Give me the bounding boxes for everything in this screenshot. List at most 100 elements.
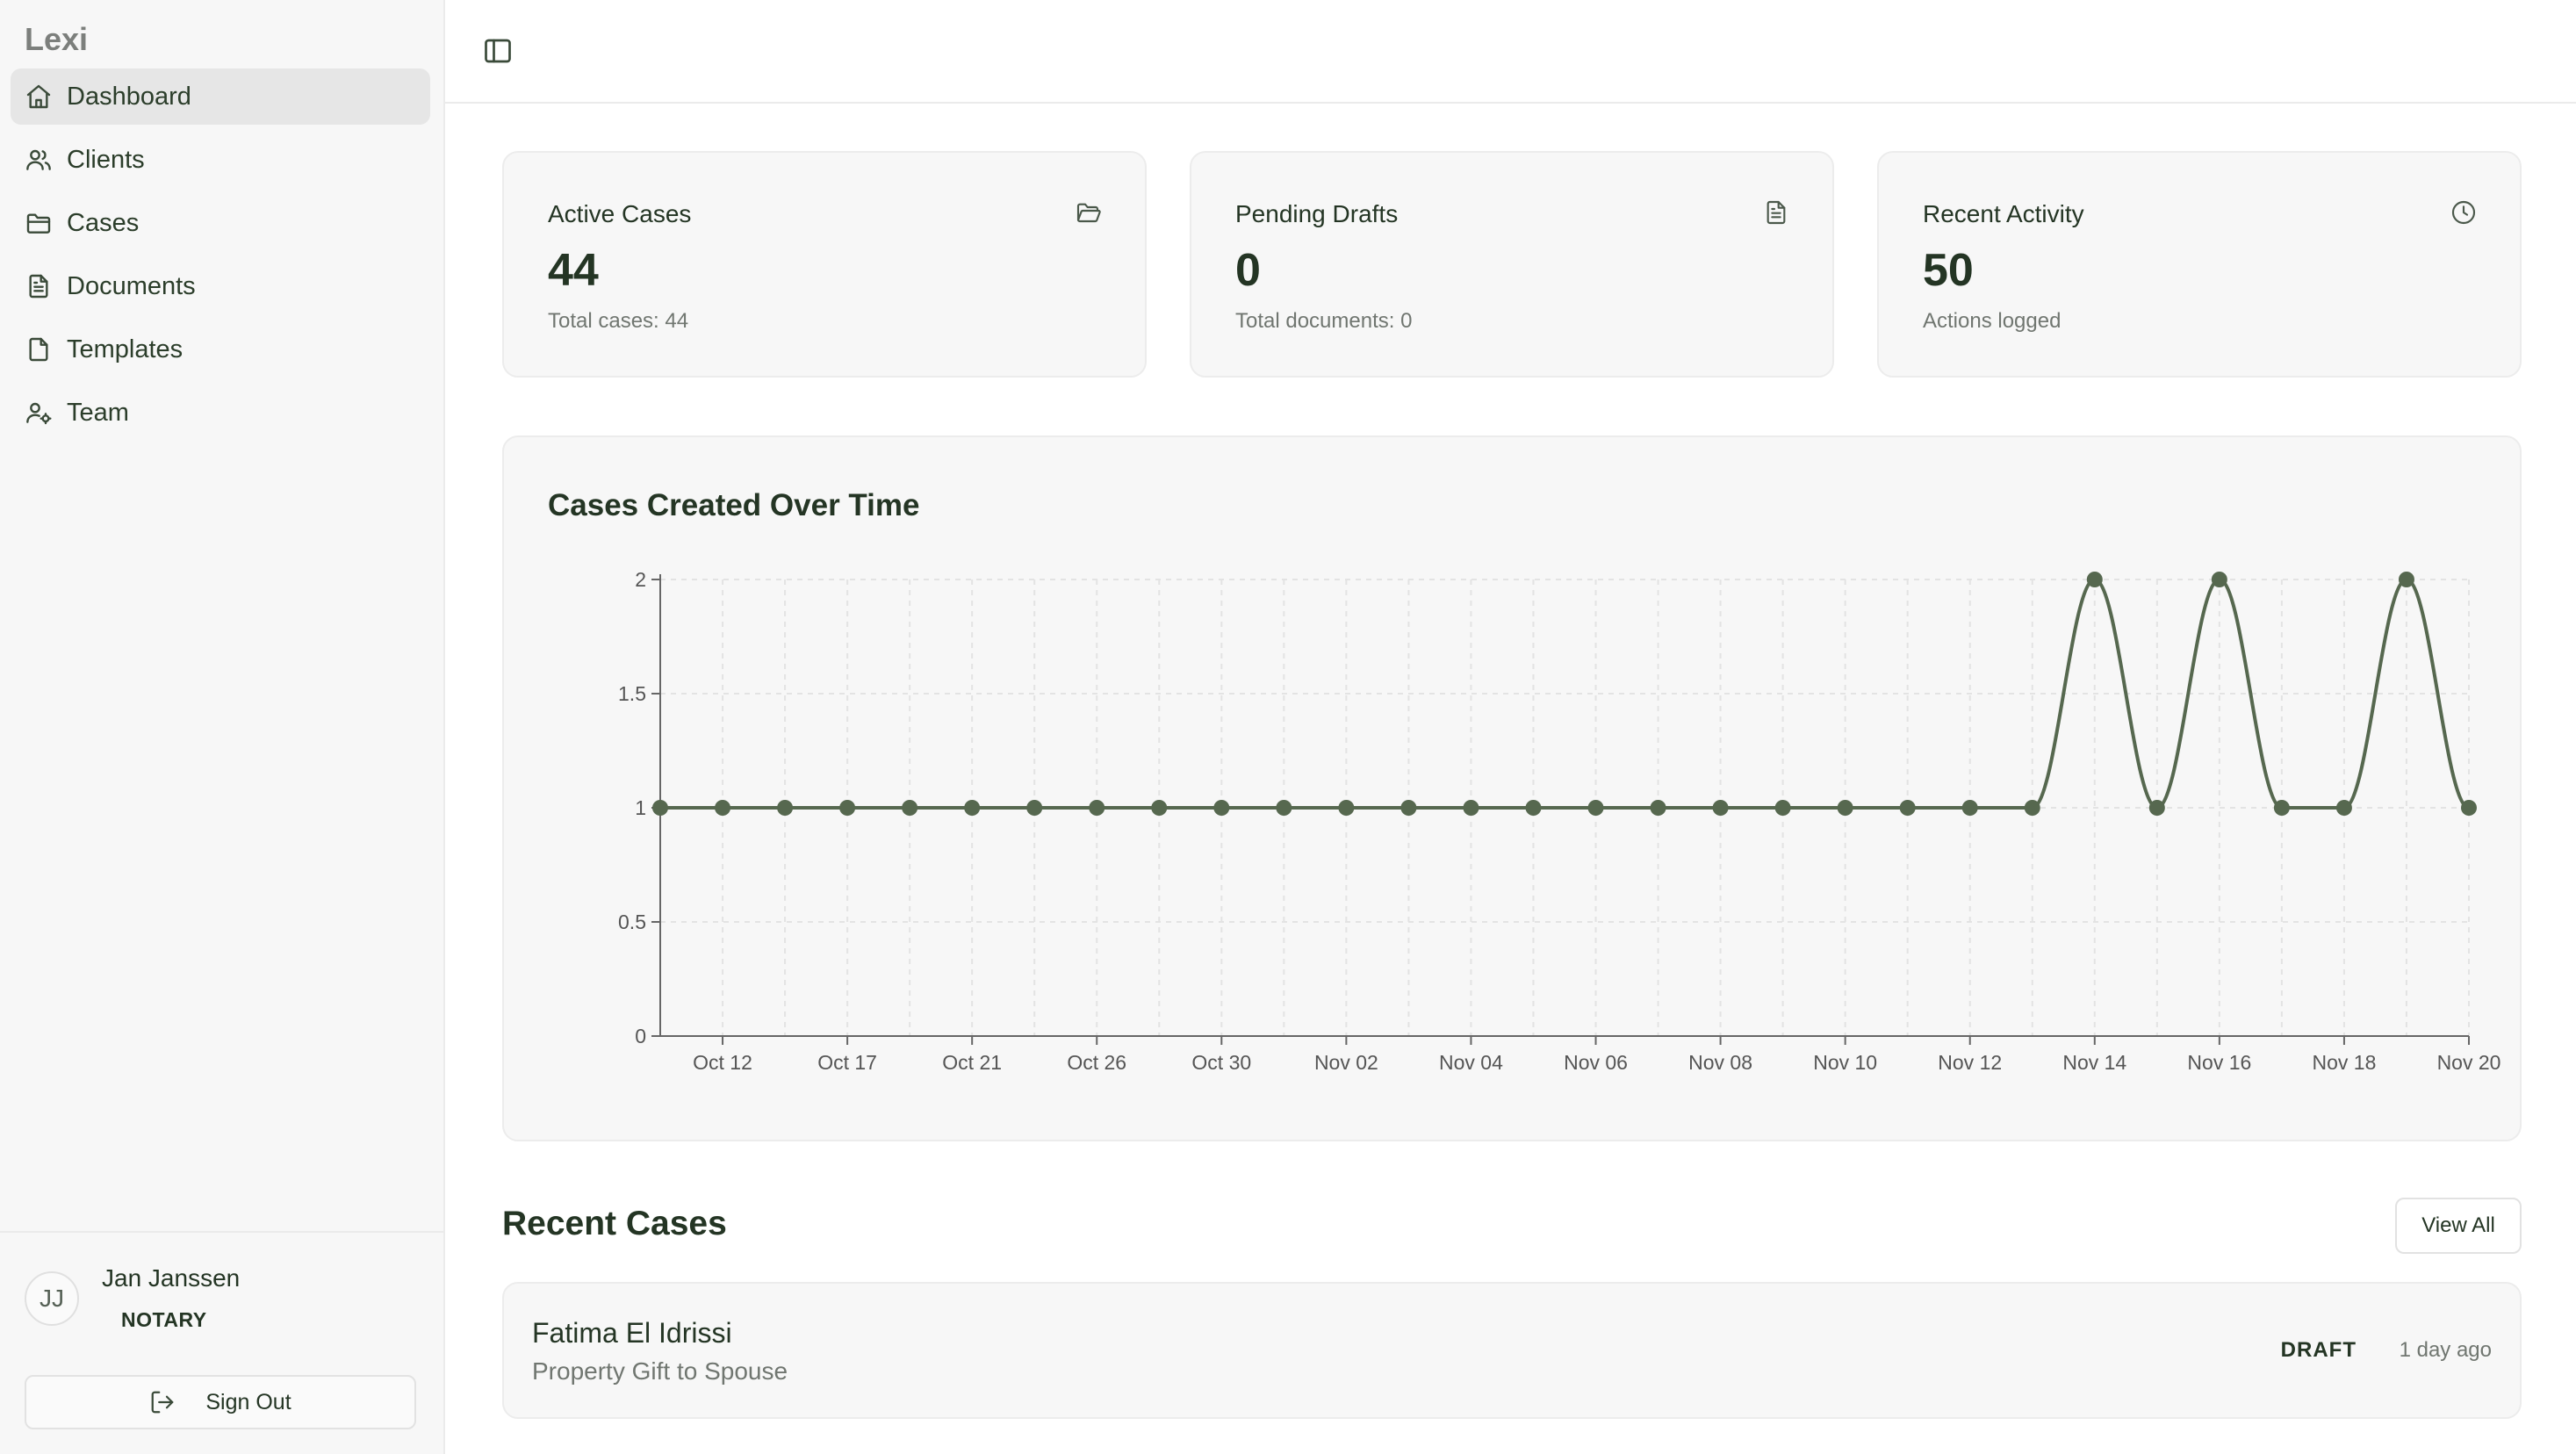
sidebar-item-label: Team <box>67 398 129 427</box>
stat-subtext: Total cases: 44 <box>548 309 689 333</box>
x-tick-label: Nov 02 <box>1314 1051 1378 1074</box>
x-tick-label: Nov 14 <box>2062 1051 2126 1074</box>
document-icon <box>1767 200 1786 225</box>
sign-out-label: Sign Out <box>205 1389 291 1414</box>
app-name: Lexi <box>25 21 89 57</box>
sidebar-item-templates[interactable]: Templates <box>11 321 430 378</box>
home-icon <box>26 84 51 109</box>
data-point <box>2461 800 2477 816</box>
sidebar-toggle-icon[interactable] <box>482 35 514 67</box>
y-tick-label: 0 <box>635 1025 646 1047</box>
data-point <box>2211 572 2227 587</box>
users-icon <box>26 149 51 170</box>
stat-card-pending-drafts: Pending Drafts 0 Total documents: 0 <box>1190 151 1834 378</box>
data-point <box>1837 800 1853 816</box>
y-tick-label: 1 <box>635 796 646 819</box>
sidebar-item-cases[interactable]: Cases <box>11 195 430 251</box>
x-tick-label: Nov 16 <box>2187 1051 2251 1074</box>
data-point <box>1338 800 1355 816</box>
chart-title: Cases Created Over Time <box>548 488 920 522</box>
stat-card-recent-activity: Recent Activity 50 Actions logged <box>1877 151 2522 378</box>
stat-value: 0 <box>1235 245 1261 296</box>
data-point <box>715 800 731 816</box>
data-point <box>1899 800 1916 816</box>
stat-label: Pending Drafts <box>1235 200 1399 227</box>
data-point <box>1525 800 1542 816</box>
data-point <box>1587 800 1604 816</box>
file-icon <box>29 337 48 362</box>
data-point <box>652 800 668 816</box>
x-tick-label: Oct 26 <box>1067 1051 1126 1074</box>
sidebar-item-clients[interactable]: Clients <box>11 132 430 188</box>
sign-out-button[interactable]: Sign Out <box>25 1375 416 1429</box>
user-cog-icon <box>26 402 52 425</box>
case-timestamp: 1 day ago <box>2399 1338 2492 1362</box>
x-tick-label: Oct 21 <box>942 1051 1002 1074</box>
data-point <box>1463 800 1479 816</box>
clock-icon <box>2451 200 2476 225</box>
data-point <box>2024 800 2040 816</box>
sidebar-item-label: Clients <box>67 145 145 174</box>
user-name: Jan Janssen <box>102 1264 241 1292</box>
data-point <box>2086 572 2103 587</box>
case-type: Property Gift to Spouse <box>532 1357 788 1385</box>
sidebar-item-documents[interactable]: Documents <box>11 258 430 314</box>
case-row[interactable]: Fatima El Idrissi Property Gift to Spous… <box>502 1282 2522 1419</box>
case-client-name: Fatima El Idrissi <box>532 1317 732 1349</box>
folder-icon <box>26 213 51 234</box>
cases-line-chart: 0 0.5 1 1.5 2 Oct 12 Oct 17 Oct 21 Oct 26 Oct 30 N… <box>618 568 2500 1074</box>
sidebar-item-team[interactable]: Team <box>11 385 430 441</box>
user-panel: JJ Jan Janssen NOTARY Sign Out <box>0 1231 443 1454</box>
data-point <box>1151 800 1168 816</box>
data-point <box>1961 800 1978 816</box>
stat-subtext: Actions logged <box>1923 309 2062 333</box>
data-point <box>839 800 856 816</box>
data-point <box>1712 800 1729 816</box>
y-tick-label: 0.5 <box>618 911 646 933</box>
view-all-button[interactable]: View All <box>2395 1198 2522 1254</box>
data-point <box>1650 800 1666 816</box>
data-point <box>902 800 918 816</box>
y-tick-label: 1.5 <box>618 682 646 705</box>
recent-cases-title: Recent Cases <box>502 1205 727 1242</box>
data-point <box>1026 800 1043 816</box>
x-tick-label: Nov 06 <box>1564 1051 1628 1074</box>
sidebar-item-label: Dashboard <box>67 82 191 111</box>
avatar: JJ <box>25 1271 79 1326</box>
x-tick-label: Nov 12 <box>1938 1051 2002 1074</box>
x-tick-label: Oct 12 <box>693 1051 752 1074</box>
data-point <box>2335 800 2352 816</box>
logout-icon <box>151 1391 174 1414</box>
case-status-badge: DRAFT <box>2280 1338 2357 1362</box>
stat-subtext: Total documents: 0 <box>1235 309 1413 333</box>
folder-open-icon <box>1076 203 1101 223</box>
data-point <box>777 800 794 816</box>
data-point <box>964 800 981 816</box>
data-point <box>1276 800 1292 816</box>
x-tick-label: Nov 10 <box>1813 1051 1877 1074</box>
sidebar-item-dashboard[interactable]: Dashboard <box>11 68 430 125</box>
sidebar-item-label: Templates <box>67 335 183 364</box>
sidebar: Lexi Dashboard Clients Cases Documents T… <box>0 0 445 1454</box>
data-point <box>1089 800 1105 816</box>
stat-value: 50 <box>1923 245 1974 296</box>
sidebar-nav: Dashboard Clients Cases Documents Templa… <box>11 68 430 448</box>
document-icon <box>29 274 48 299</box>
user-role: NOTARY <box>121 1308 207 1331</box>
x-tick-label: Oct 17 <box>817 1051 877 1074</box>
y-tick-label: 2 <box>635 568 646 591</box>
data-point <box>1213 800 1230 816</box>
x-tick-label: Nov 08 <box>1688 1051 1752 1074</box>
data-point <box>1774 800 1791 816</box>
data-point <box>2273 800 2290 816</box>
stat-card-active-cases: Active Cases 44 Total cases: 44 <box>502 151 1147 378</box>
x-tick-label: Nov 18 <box>2312 1051 2376 1074</box>
data-point <box>2148 800 2165 816</box>
stat-label: Recent Activity <box>1923 200 2084 227</box>
stat-value: 44 <box>548 245 599 296</box>
data-point <box>2398 572 2414 587</box>
sidebar-item-label: Documents <box>67 271 196 300</box>
sidebar-item-label: Cases <box>67 208 140 237</box>
top-bar <box>445 0 2576 104</box>
series-line <box>659 577 2470 810</box>
